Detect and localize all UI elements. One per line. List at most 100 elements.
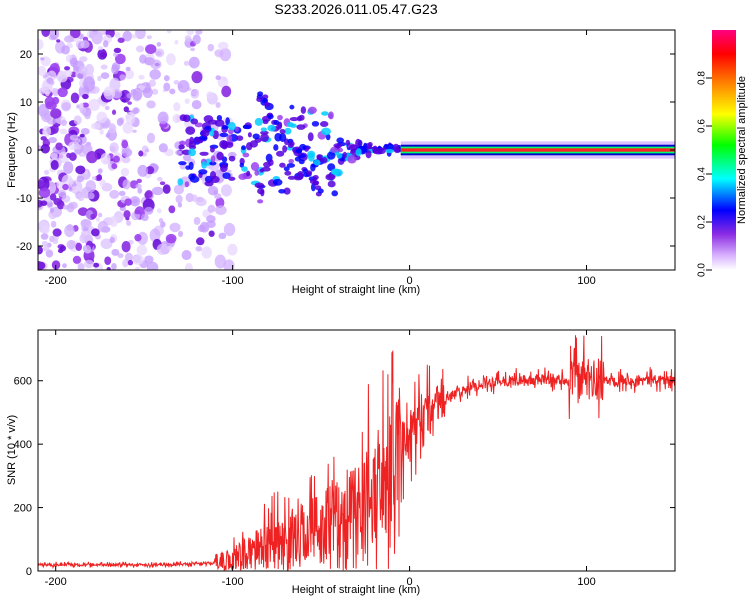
heatmap-cell	[218, 232, 227, 240]
heatmap-cell	[283, 166, 290, 172]
heatmap-cell	[250, 162, 260, 171]
heatmap-cell	[99, 129, 104, 135]
heatmap-cell	[100, 64, 108, 70]
heatmap-cell	[184, 263, 193, 270]
heatmap-cell	[217, 41, 229, 50]
heatmap-xlabel: Height of straight line (km)	[292, 284, 420, 296]
heatmap-cell	[40, 136, 47, 141]
heatmap-cell	[82, 36, 89, 42]
heatmap-cell	[209, 130, 215, 137]
heatmap-cell	[219, 132, 229, 138]
x-tick-label: 100	[577, 275, 595, 287]
heatmap-cell	[227, 169, 232, 174]
heatmap-cell	[273, 120, 280, 126]
heatmap-cell	[262, 94, 269, 100]
heatmap-cell	[44, 72, 50, 78]
heatmap-cell	[206, 91, 214, 99]
heatmap-cell	[69, 57, 78, 68]
heatmap-cell	[222, 172, 231, 180]
heatmap-cell	[156, 42, 162, 47]
heatmap-cell	[50, 220, 57, 228]
heatmap-cell	[76, 175, 85, 183]
heatmap-cell	[61, 102, 71, 111]
heatmap-cell	[96, 111, 108, 124]
heatmap-cell	[327, 113, 333, 119]
heatmap-cell	[288, 158, 294, 164]
heatmap-cell	[252, 133, 260, 140]
heatmap-cell	[111, 64, 119, 75]
heatmap-cell	[136, 244, 148, 256]
heatmap-cell	[117, 37, 125, 43]
heatmap-cell	[132, 254, 144, 265]
heatmap-cell	[249, 140, 259, 148]
heatmap-cell	[185, 192, 194, 203]
heatmap-cell	[206, 215, 216, 223]
heatmap-cell	[44, 96, 55, 107]
heatmap-cell	[98, 212, 103, 218]
heatmap-cell	[53, 197, 63, 206]
heatmap-cell	[325, 173, 336, 181]
heatmap-cell	[223, 222, 236, 237]
heatmap-cell	[111, 109, 117, 115]
carrier-core	[400, 148, 675, 152]
heatmap-cell	[86, 150, 98, 164]
heatmap-cell	[216, 114, 223, 122]
heatmap-cell	[190, 47, 195, 52]
heatmap-cell	[85, 180, 97, 193]
heatmap-cell	[342, 151, 347, 159]
heatmap-cell	[80, 228, 91, 241]
colorbar-tick-label: 0.8	[697, 71, 708, 85]
heatmap-cell	[311, 120, 320, 127]
heatmap-cell	[68, 152, 77, 161]
heatmap-cell	[56, 39, 61, 43]
heatmap-cell	[394, 147, 401, 154]
heatmap-cell	[333, 143, 343, 149]
heatmap-cell	[119, 74, 126, 81]
heatmap-cell	[210, 155, 216, 163]
heatmap-cell	[298, 114, 305, 121]
heatmap-cell	[79, 56, 88, 62]
heatmap-cell	[123, 106, 130, 113]
heatmap-cell	[155, 50, 162, 56]
heatmap-cell	[163, 82, 171, 92]
heatmap-cell	[158, 143, 168, 153]
heatmap-cell	[183, 60, 190, 66]
heatmap-cell	[337, 147, 344, 153]
heatmap-cell	[97, 75, 102, 82]
heatmap-cell	[122, 179, 131, 190]
heatmap-cell	[192, 34, 201, 45]
x-tick-label: -100	[222, 275, 244, 287]
heatmap-cell	[279, 162, 286, 168]
heatmap-cell	[277, 114, 283, 121]
heatmap-cell	[185, 126, 196, 135]
x-tick-label: 0	[407, 275, 413, 287]
heatmap-cell	[38, 246, 43, 255]
heatmap-cell	[177, 202, 183, 208]
heatmap-cell	[121, 139, 129, 149]
heatmap-cell	[178, 161, 187, 166]
heatmap-cell	[80, 219, 92, 229]
heatmap-cell	[40, 109, 53, 123]
heatmap-cell	[113, 47, 122, 54]
heatmap-cell	[287, 175, 296, 180]
heatmap-cell	[307, 132, 314, 142]
heatmap-cell	[226, 134, 233, 143]
heatmap-cell	[330, 146, 338, 153]
heatmap-cell	[289, 117, 299, 122]
heatmap-cell	[260, 133, 269, 142]
heatmap-cell	[189, 61, 196, 67]
heatmap-cell	[199, 151, 209, 156]
heatmap-cell	[60, 119, 68, 127]
y-tick-label: -10	[16, 193, 32, 205]
snr-panel: -200 -100 0 100 0 200 400 600 Height of straigh…	[6, 329, 676, 596]
heatmap-cell	[207, 185, 219, 196]
heatmap-cell	[138, 74, 145, 80]
heatmap-cell	[284, 170, 292, 176]
heatmap-cell	[188, 173, 196, 180]
heatmap-cell	[42, 244, 50, 252]
heatmap-cell	[319, 121, 329, 128]
heatmap-cell	[227, 121, 236, 131]
heatmap-cell	[215, 75, 221, 81]
heatmap-cell	[348, 144, 358, 151]
heatmap-cell	[177, 178, 184, 186]
